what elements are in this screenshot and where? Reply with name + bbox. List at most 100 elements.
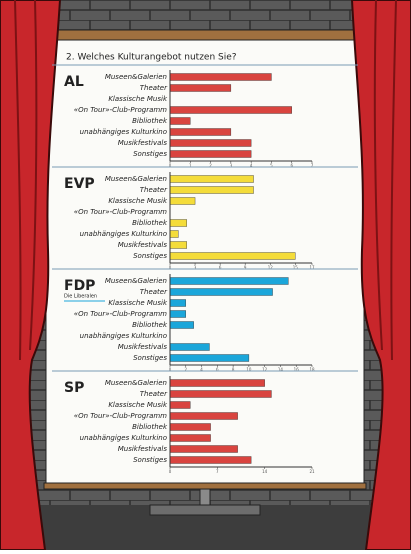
category-label: unabhängiges Kulturkino	[80, 128, 167, 136]
x-tick-label: 18	[309, 367, 315, 372]
x-tick-label: 4	[200, 367, 203, 372]
x-tick-label: 0	[169, 469, 172, 474]
bar	[169, 401, 191, 409]
category-label: Theater	[140, 186, 168, 194]
category-label: Museen&Galerien	[105, 175, 167, 183]
bar	[169, 288, 273, 296]
x-tick-label: 6	[290, 163, 293, 168]
x-tick-label: 2	[209, 163, 212, 168]
category-label: Sonstiges	[133, 150, 167, 158]
curtain-fold	[14, 0, 38, 361]
bar	[169, 423, 211, 431]
category-label: «On Tour»-Club-Programm	[74, 412, 167, 420]
curtain-fold	[373, 0, 397, 361]
category-label: Museen&Galerien	[105, 277, 167, 285]
bar	[169, 128, 232, 136]
category-label: «On Tour»-Club-Programm	[74, 310, 167, 318]
x-tick-label: 14	[278, 367, 284, 372]
charts: AL Museen&Galerien Theater Klassische Musik…	[52, 64, 358, 474]
bar	[169, 84, 232, 92]
category-label: Musikfestivals	[118, 139, 168, 147]
x-tick-label: 10	[246, 367, 252, 372]
x-tick-label: 0	[169, 265, 172, 270]
x-tick-label: 8	[232, 367, 235, 372]
category-label: Bibliothek	[132, 423, 168, 431]
bar	[169, 150, 252, 158]
bar	[169, 434, 211, 442]
category-label: Klassische Musik	[108, 95, 168, 103]
category-label: Sonstiges	[133, 354, 167, 362]
bar	[169, 299, 186, 307]
category-label: Musikfestivals	[118, 241, 168, 249]
x-tick-label: 14	[262, 469, 268, 474]
x-tick-label: 9	[244, 265, 247, 270]
page-title: 2. Welches Kulturangebot nutzen Sie?	[66, 53, 237, 63]
x-tick-label: 6	[219, 265, 222, 270]
party-subtitle: Die Liberalen	[64, 294, 97, 300]
category-label: Klassische Musik	[108, 197, 168, 205]
bar	[169, 139, 252, 147]
party-logo: SP	[64, 380, 84, 396]
bar	[169, 186, 254, 194]
party-logo: AL	[64, 74, 84, 90]
party-logo: EVP	[64, 176, 95, 192]
category-label: unabhängiges Kulturkino	[80, 332, 167, 340]
category-label: unabhängiges Kulturkino	[80, 434, 167, 442]
x-tick-label: 4	[250, 163, 253, 168]
category-label: Musikfestivals	[118, 445, 168, 453]
bar	[169, 321, 194, 329]
bar	[169, 390, 272, 398]
x-tick-label: 17	[309, 265, 315, 270]
category-label: Theater	[140, 288, 168, 296]
x-tick-label: 3	[230, 163, 233, 168]
bar	[169, 445, 238, 453]
x-tick-label: 16	[294, 367, 300, 372]
curtain-right	[350, 0, 411, 551]
bar	[169, 456, 252, 464]
x-tick-label: 1	[189, 163, 192, 168]
category-label: Bibliothek	[132, 321, 168, 329]
category-label: Sonstiges	[133, 456, 167, 464]
x-tick-label: 7	[311, 163, 314, 168]
x-tick-label: 5	[270, 163, 273, 168]
x-tick-label: 0	[169, 163, 172, 168]
x-tick-label: 2	[185, 367, 188, 372]
category-label: «On Tour»-Club-Programm	[74, 106, 167, 114]
stand-base	[149, 504, 261, 516]
bar	[169, 412, 238, 420]
party-logo: FDP	[64, 278, 95, 294]
category-label: Bibliothek	[132, 219, 168, 227]
bar	[169, 354, 250, 362]
category-label: Sonstiges	[133, 252, 167, 260]
x-tick-label: 12	[262, 367, 268, 372]
category-label: «On Tour»-Club-Programm	[74, 208, 167, 216]
bar	[169, 310, 186, 318]
x-tick-label: 12	[268, 265, 274, 270]
category-label: Klassische Musik	[108, 299, 168, 307]
bar	[169, 73, 272, 81]
bar	[169, 106, 292, 114]
x-tick-label: 15	[293, 265, 299, 270]
bar	[169, 175, 254, 183]
bar	[169, 197, 196, 205]
category-label: Theater	[140, 84, 168, 92]
bar	[169, 230, 179, 238]
category-label: Klassische Musik	[108, 401, 168, 409]
x-tick-label: 3	[194, 265, 197, 270]
x-tick-label: 6	[216, 367, 219, 372]
category-label: Museen&Galerien	[105, 73, 167, 81]
x-tick-label: 0	[169, 367, 172, 372]
bar	[169, 343, 210, 351]
curtain-left	[0, 0, 62, 551]
x-tick-label: 21	[309, 469, 315, 474]
board-top	[39, 29, 371, 41]
bar	[169, 277, 289, 285]
bar	[169, 117, 191, 125]
board-bottom	[43, 482, 367, 490]
category-label: Bibliothek	[132, 117, 168, 125]
category-label: Museen&Galerien	[105, 379, 167, 387]
category-label: unabhängiges Kulturkino	[80, 230, 167, 238]
bar	[169, 219, 187, 227]
category-label: Musikfestivals	[118, 343, 168, 351]
